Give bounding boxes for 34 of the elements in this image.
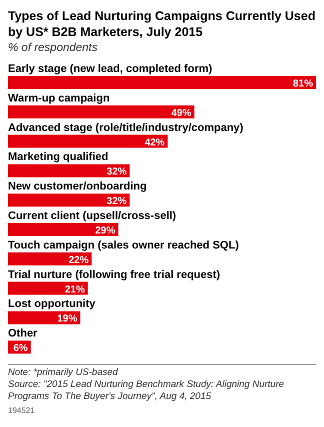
data-label: 21% xyxy=(64,284,85,296)
chart-subtitle: % of respondents xyxy=(8,42,99,54)
data-label: 81% xyxy=(292,78,314,90)
bar xyxy=(8,134,168,148)
text: 194521 xyxy=(8,406,36,415)
data-label: 32% xyxy=(106,196,127,208)
bar xyxy=(8,311,80,324)
bar xyxy=(8,105,194,118)
data-label: 29% xyxy=(95,226,116,236)
bar xyxy=(8,194,130,207)
y-tick-label: Current client (upsell/cross-sell) xyxy=(8,210,176,222)
source-note: Source: "2015 Lead Nurturing Benchmark Study: Aligning Nurture Programs To The Buyer's Journey", Aug 4, 2015 xyxy=(8,379,286,403)
data-label: 32% xyxy=(106,166,127,178)
y-tick-label: Lost opportunity xyxy=(8,298,96,310)
bar xyxy=(8,223,118,236)
y-tick-label: Other xyxy=(8,328,38,340)
data-label: 42% xyxy=(144,137,165,148)
y-tick-label: Marketing qualified xyxy=(8,151,108,164)
bar xyxy=(8,252,92,266)
data-label: 19% xyxy=(57,314,78,325)
y-tick-label: Trial nurture (following free trial request) xyxy=(8,268,220,281)
y-tick-label: Warm-up campaign xyxy=(8,92,110,104)
data-label: 49% xyxy=(171,108,192,119)
y-tick-label: Advanced stage (role/title/industry/company) xyxy=(8,122,244,134)
bar xyxy=(8,282,88,295)
chart-title: Types of Lead Nurturing Campaigns Currently Used by US* B2B Marketers, July 2015 xyxy=(8,8,316,40)
y-tick-label: New customer/onboarding xyxy=(8,180,147,193)
bar xyxy=(8,76,316,89)
text: Note: *primarily US-based xyxy=(8,367,119,379)
bar xyxy=(8,164,130,178)
data-label: 6% xyxy=(13,343,28,354)
data-label: 22% xyxy=(68,254,89,266)
y-tick-label: Touch campaign (sales owner reached SQL) xyxy=(8,239,240,252)
y-tick-label: Early stage (new lead, completed form) xyxy=(8,63,213,75)
